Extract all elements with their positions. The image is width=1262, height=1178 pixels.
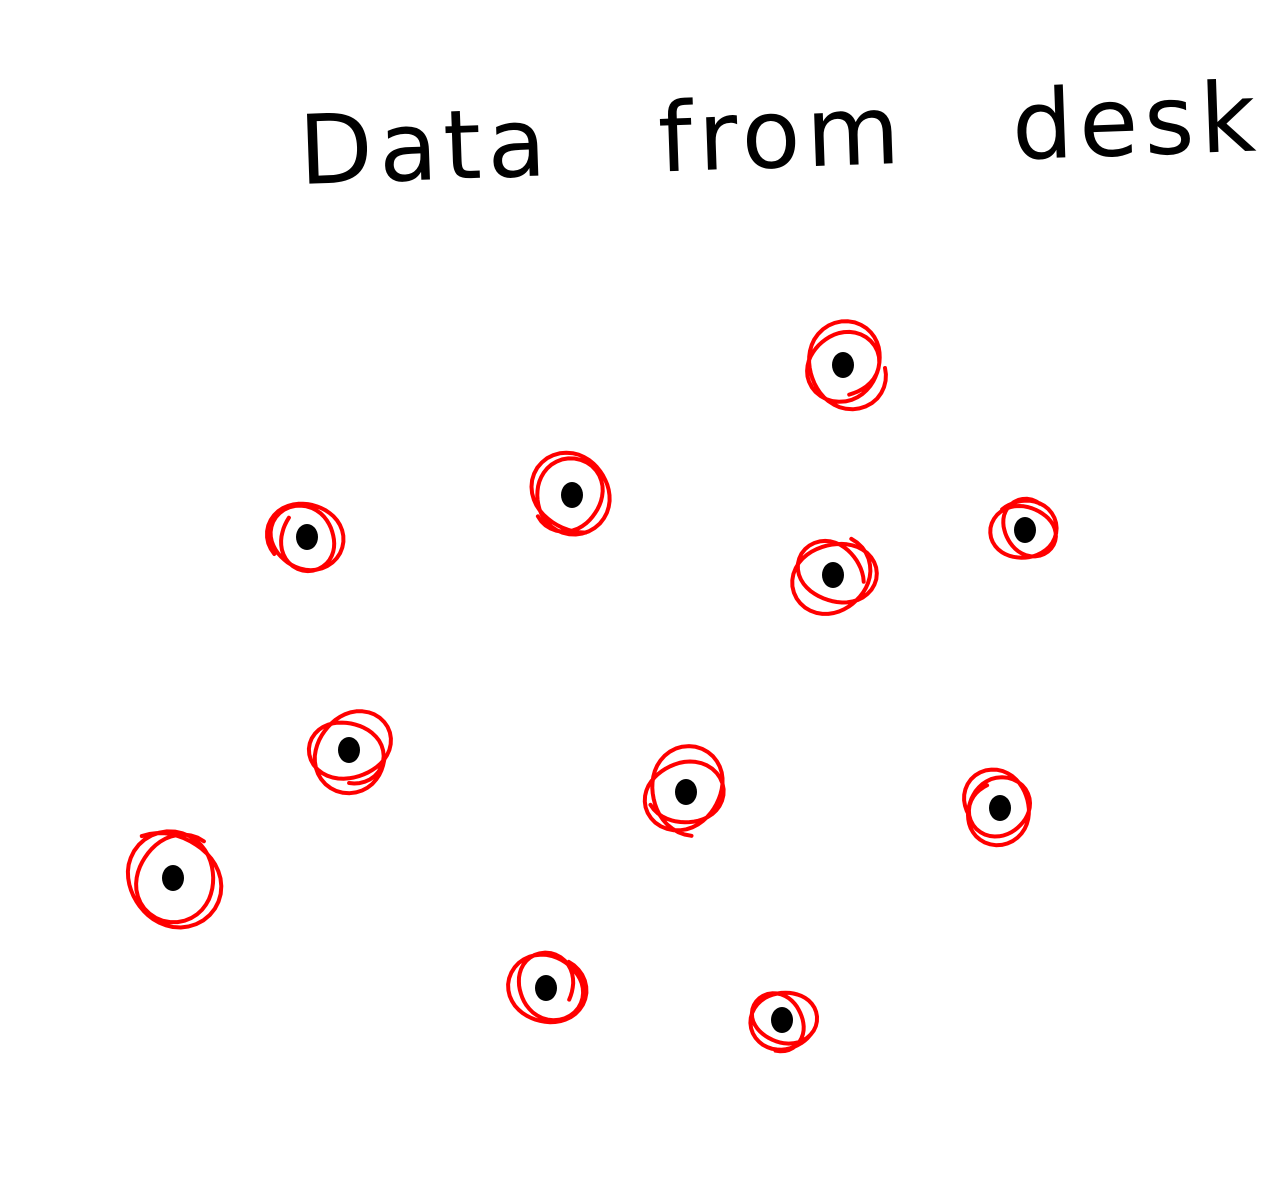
red-circle xyxy=(805,319,888,412)
red-circle xyxy=(790,536,879,616)
circled-dot xyxy=(988,496,1059,560)
red-circle xyxy=(506,950,589,1025)
red-circle xyxy=(988,496,1059,560)
circled-dot xyxy=(265,501,346,574)
black-dot xyxy=(989,795,1011,821)
circled-dot xyxy=(642,744,726,838)
black-dot xyxy=(771,1007,793,1033)
circled-dot xyxy=(962,767,1032,848)
circled-dot xyxy=(125,829,224,930)
red-circle xyxy=(748,990,819,1054)
circled-dot xyxy=(790,536,879,616)
black-dot xyxy=(675,779,697,805)
black-dot xyxy=(561,482,583,508)
black-dot xyxy=(822,562,844,588)
black-dot xyxy=(832,352,854,378)
red-circle xyxy=(642,744,726,838)
circled-dot xyxy=(306,709,393,796)
black-dot xyxy=(162,865,184,891)
red-circle xyxy=(306,709,393,796)
red-circle xyxy=(125,829,224,930)
red-circle xyxy=(962,767,1032,848)
black-dot xyxy=(296,524,318,550)
black-dot xyxy=(338,737,360,763)
black-dot xyxy=(535,975,557,1001)
black-dot xyxy=(1014,517,1036,543)
red-circle xyxy=(265,501,346,574)
circled-dot xyxy=(805,319,888,412)
circled-dot xyxy=(506,950,589,1025)
circled-dot xyxy=(748,990,819,1054)
circled-dot xyxy=(529,450,612,537)
red-circle xyxy=(529,450,612,537)
